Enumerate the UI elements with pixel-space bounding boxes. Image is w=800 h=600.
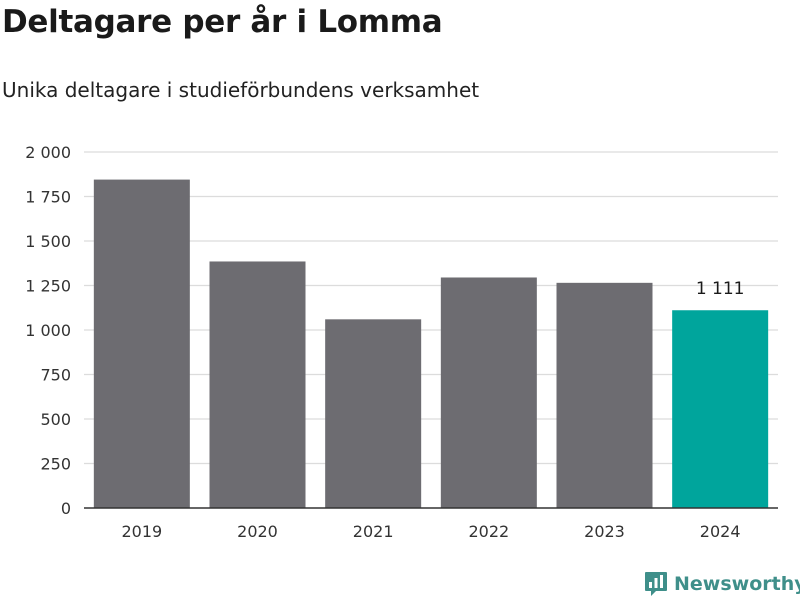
bar xyxy=(325,319,422,508)
x-tick-label: 2020 xyxy=(237,522,278,541)
y-tick-label: 1 750 xyxy=(25,188,71,207)
chart-title: Deltagare per år i Lomma xyxy=(2,4,443,40)
bar xyxy=(556,282,653,508)
bar xyxy=(672,310,769,508)
brand-name: Newsworthy xyxy=(674,573,800,595)
y-tick-label: 1 000 xyxy=(25,321,71,340)
chart-subtitle: Unika deltagare i studieförbundens verks… xyxy=(2,78,480,102)
bar xyxy=(209,261,306,508)
y-tick-label: 250 xyxy=(40,455,71,474)
y-tick-label: 1 250 xyxy=(25,277,71,296)
newsworthy-logo-icon xyxy=(645,572,667,596)
x-tick-label: 2021 xyxy=(353,522,394,541)
data-label: 1 111 xyxy=(696,279,745,299)
bar xyxy=(440,277,537,508)
y-tick-label: 0 xyxy=(61,499,71,518)
y-tick-label: 2 000 xyxy=(25,143,71,162)
x-tick-label: 2019 xyxy=(121,522,162,541)
x-tick-label: 2022 xyxy=(468,522,509,541)
y-tick-label: 750 xyxy=(40,366,71,385)
y-tick-label: 500 xyxy=(40,410,71,429)
y-tick-label: 1 500 xyxy=(25,232,71,251)
x-tick-label: 2024 xyxy=(700,522,741,541)
x-tick-label: 2023 xyxy=(584,522,625,541)
newsworthy-logo: Newsworthy xyxy=(644,569,800,599)
bar xyxy=(93,179,190,508)
